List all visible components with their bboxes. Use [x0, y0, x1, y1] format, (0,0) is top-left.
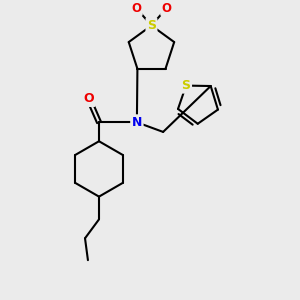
- Text: O: O: [83, 92, 94, 106]
- Text: N: N: [132, 116, 142, 129]
- Text: S: S: [147, 19, 156, 32]
- Text: S: S: [182, 79, 190, 92]
- Text: O: O: [162, 2, 172, 15]
- Text: O: O: [131, 2, 141, 15]
